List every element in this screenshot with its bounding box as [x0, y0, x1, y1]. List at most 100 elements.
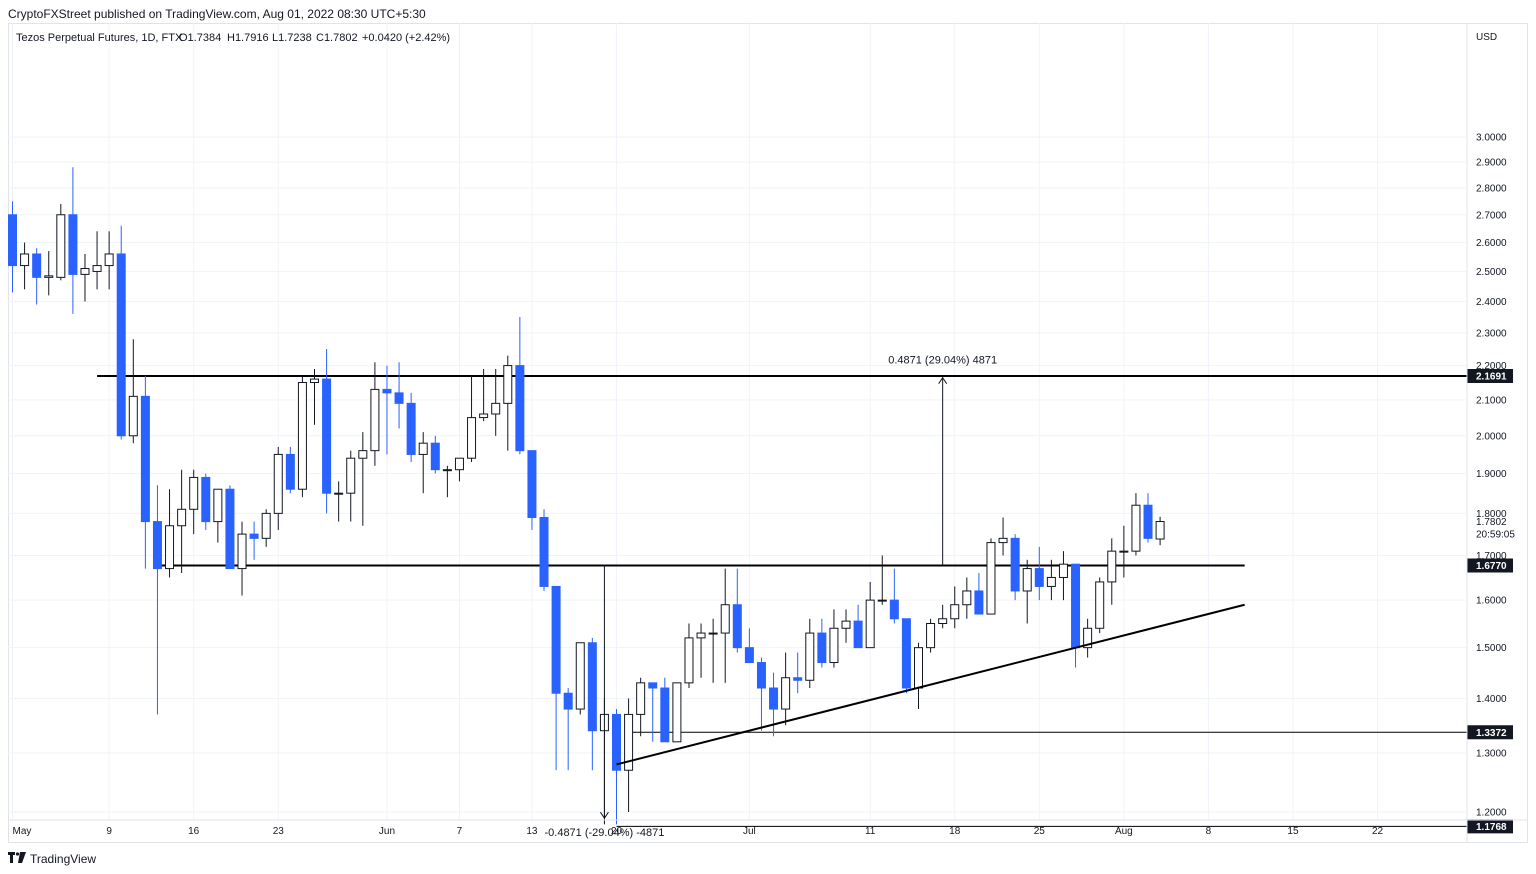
candle [914, 642, 923, 710]
candle [213, 488, 223, 543]
candle-body [515, 365, 525, 452]
candle-body [92, 265, 102, 272]
candle-body [249, 533, 259, 539]
candle-body [297, 382, 307, 490]
y-axis: 3.0000 2.9000 2.8000 2.7000 2.6000 2.5000 2.40… [1466, 23, 1507, 843]
x-tick-label: 18 [949, 826, 961, 837]
candle [998, 517, 1008, 556]
candle [322, 349, 332, 514]
price-tag-label: 1.1768 [1476, 822, 1507, 833]
price-tag-label: 1.6770 [1476, 561, 1507, 572]
y-tick-label: 2.3000 [1476, 328, 1507, 339]
candle-body [877, 599, 887, 602]
y-tick-label: 1.2000 [1476, 807, 1507, 818]
chart-title: Tezos Perpetual Futures, 1D, FTX [16, 32, 183, 44]
candle-body [636, 682, 646, 715]
candle-body [177, 508, 187, 527]
x-tick-label: 23 [273, 826, 285, 837]
y-tick-label: 3.0000 [1476, 133, 1507, 144]
x-tick-label: 22 [1372, 826, 1384, 837]
x-tick-label: Aug [1115, 826, 1133, 837]
y-tick-label: 1.8000 [1476, 509, 1507, 520]
candle-body [322, 378, 332, 494]
candle-body [926, 622, 936, 649]
candle [926, 618, 936, 653]
candle [382, 365, 392, 455]
candle-body [358, 450, 368, 459]
candle-body [756, 662, 766, 689]
candle [32, 248, 42, 305]
candle [720, 568, 730, 683]
y-tick-label: 2.5000 [1476, 267, 1507, 278]
candle-body [467, 417, 477, 459]
candle [8, 201, 17, 293]
candle-body [310, 378, 319, 384]
y-tick-label: 1.6000 [1476, 596, 1507, 607]
candle [454, 457, 464, 482]
candle [865, 581, 875, 649]
candle [660, 677, 670, 743]
ohlc-low: L1.7238 [272, 32, 312, 44]
grid [8, 23, 1466, 820]
candle-body [962, 590, 972, 606]
candle [152, 485, 162, 715]
candle-body [805, 632, 815, 681]
candle [805, 618, 815, 689]
candle [44, 251, 54, 296]
candle [938, 604, 948, 629]
candle [491, 368, 501, 436]
candle-body [986, 542, 996, 615]
candle [406, 392, 416, 463]
candle-body [32, 253, 42, 278]
ohlc-open: O1.7384 [179, 32, 221, 44]
candle-body [261, 512, 271, 539]
candle-body [587, 642, 597, 732]
tradingview-brand: TradingView [30, 852, 97, 866]
candle [527, 450, 537, 530]
candle [587, 637, 597, 771]
candle-body [853, 620, 863, 649]
candle-body [720, 604, 730, 634]
candle [430, 435, 440, 474]
measure-label: -0.4871 (-29.04%) -4871 [544, 827, 664, 839]
tradingview-logo[interactable]: TradingView [8, 852, 96, 866]
candle [1131, 493, 1141, 556]
candle [962, 577, 972, 619]
candle [20, 242, 30, 290]
y-tick-label: 2.9000 [1476, 158, 1507, 169]
candle [696, 623, 706, 678]
candle [1083, 618, 1093, 658]
y-tick-label: 1.7000 [1476, 551, 1507, 562]
candle [285, 446, 295, 494]
x-tick-label: 25 [1034, 826, 1046, 837]
candle [56, 203, 66, 281]
candle [1155, 516, 1165, 546]
candle-body [116, 253, 126, 437]
candle [189, 469, 199, 535]
x-tick-label: 16 [188, 826, 200, 837]
candle [92, 231, 102, 290]
candle [442, 465, 452, 498]
candle [551, 585, 561, 771]
candle [1107, 538, 1117, 605]
candle-body [80, 267, 90, 275]
candle-body [503, 365, 513, 404]
candle-body [44, 275, 54, 278]
candle-body [889, 599, 899, 620]
y-tick-label: 1.5000 [1476, 643, 1507, 654]
x-tick-label: 13 [526, 826, 538, 837]
y-tick-label: 2.7000 [1476, 210, 1507, 221]
candle-body [551, 585, 561, 694]
candle-body [370, 388, 380, 452]
countdown-label: 20:59:05 [1476, 530, 1515, 541]
candle [817, 618, 827, 668]
candle [708, 618, 718, 683]
candle-body [575, 642, 585, 710]
candle-body [732, 604, 742, 649]
candle-body [285, 453, 295, 490]
candle-body [1034, 568, 1044, 587]
candle [1022, 559, 1032, 624]
price-tag [1467, 369, 1513, 383]
candle [68, 167, 78, 314]
